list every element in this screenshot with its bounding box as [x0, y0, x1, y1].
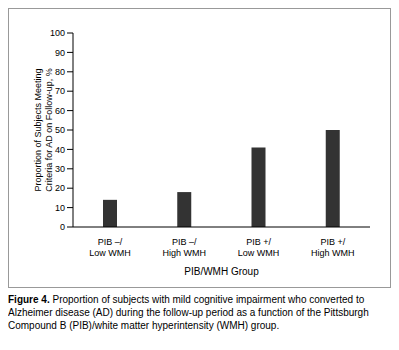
svg-text:20: 20 [55, 183, 65, 193]
svg-text:PIB –/Low WMH: PIB –/Low WMH [89, 237, 131, 258]
svg-text:30: 30 [55, 164, 65, 174]
svg-text:PIB/WMH Group: PIB/WMH Group [184, 266, 259, 277]
svg-text:70: 70 [55, 86, 65, 96]
svg-text:PIB +/High WMH: PIB +/High WMH [311, 237, 355, 258]
svg-text:10: 10 [55, 203, 65, 213]
svg-text:100: 100 [50, 28, 65, 38]
svg-text:40: 40 [55, 145, 65, 155]
svg-text:PIB –/High WMH: PIB –/High WMH [163, 237, 207, 258]
html-text:Figure 4. Proportion of subjec: Figure 4. Proportion of subjects with mi… [8, 294, 369, 331]
svg-text:Proportion of Subjects Meeting: Proportion of Subjects MeetingCriteria f… [33, 68, 54, 192]
svg-text:80: 80 [55, 67, 65, 77]
svg-text:0: 0 [60, 222, 65, 232]
svg-text:PIB +/Low WMH: PIB +/Low WMH [238, 237, 280, 258]
svg-text:50: 50 [55, 125, 65, 135]
svg-text:60: 60 [55, 106, 65, 116]
svg-text:90: 90 [55, 48, 65, 58]
